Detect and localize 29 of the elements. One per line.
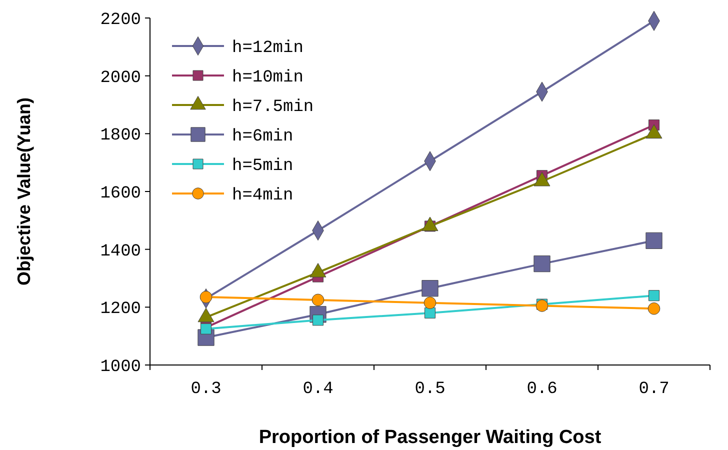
legend-label: h=4min	[232, 186, 294, 206]
point	[312, 294, 324, 306]
legend-label: h=12min	[232, 38, 304, 58]
point	[422, 280, 438, 297]
legend-label: h=5min	[232, 156, 294, 176]
x-tick-label: 0.6	[526, 380, 558, 399]
y-tick-label: 2200	[100, 10, 141, 30]
legend-label: h=6min	[232, 127, 294, 146]
x-tick-label: 0.3	[190, 380, 222, 399]
point	[646, 232, 662, 249]
point	[424, 307, 436, 318]
x-tick-label: 0.4	[302, 380, 334, 399]
x-tick-label: 0.7	[638, 380, 670, 399]
y-tick-label: 1400	[100, 242, 141, 262]
point	[648, 290, 660, 302]
y-tick-label: 2000	[100, 68, 141, 88]
x-axis-title: Proportion of Passenger Waiting Cost	[258, 427, 602, 448]
point	[200, 290, 212, 304]
y-axis-title: Objective Value(Yuan)	[14, 97, 34, 286]
y-tick-label: 1800	[100, 126, 141, 146]
y-tick-label: 1000	[100, 358, 141, 377]
legend-label: h=7.5min	[232, 98, 314, 117]
point	[648, 302, 660, 315]
x-tick-label: 0.5	[414, 380, 446, 399]
point	[534, 255, 550, 272]
y-tick-label: 1600	[100, 184, 141, 204]
legend-label: h=10min	[232, 68, 304, 88]
y-tick-label: 1200	[100, 300, 141, 320]
point	[424, 296, 436, 309]
